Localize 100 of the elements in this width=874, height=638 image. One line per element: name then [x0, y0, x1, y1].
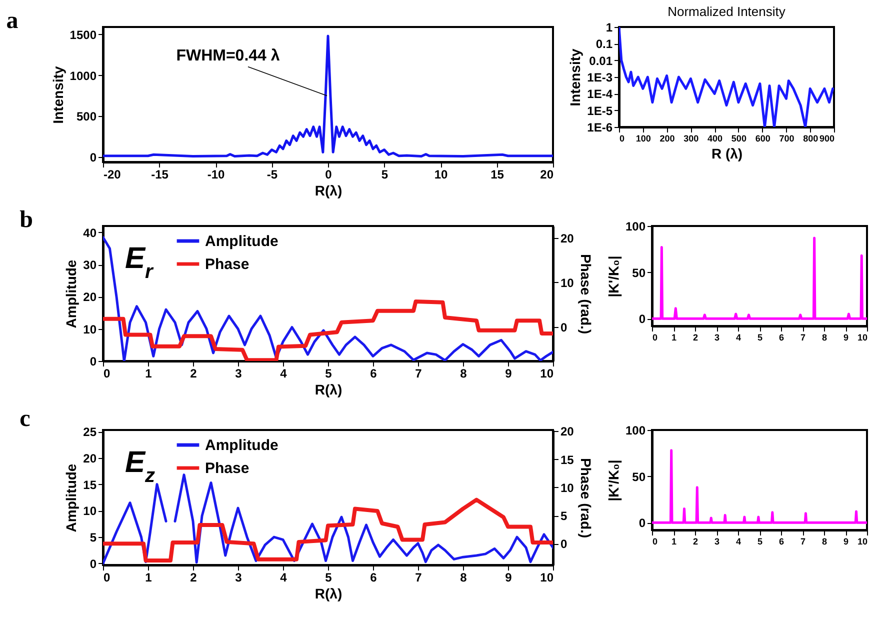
x-tick-label: 300	[684, 134, 699, 144]
line-series	[652, 449, 867, 524]
y-tick-label: 1E-3	[587, 70, 613, 84]
x-tick-label: 6	[778, 536, 784, 546]
x-tick-label: 2	[190, 366, 198, 380]
x-tick-label: 6	[370, 570, 378, 584]
x-tick-label: -10	[207, 168, 225, 182]
y-tick-label: 20	[83, 290, 97, 304]
chart-title: a	[6, 8, 18, 34]
x-tick-label: -15	[151, 168, 169, 182]
y-tick-label: 1E-4	[587, 87, 613, 102]
x-tick-label: 3	[235, 366, 242, 380]
y-tick-label: 30	[83, 258, 97, 272]
x-tick-label: 1	[145, 570, 152, 584]
x-tick-label: 2	[190, 570, 198, 584]
y-axis-title: |K'/K₀|	[605, 460, 622, 502]
x-tick-label: 700	[779, 134, 794, 144]
x-tick-label: 9	[505, 366, 512, 380]
x-tick-label: 5	[757, 332, 763, 342]
x-tick-label: 0	[325, 168, 332, 182]
y-tick-label: 0	[638, 312, 646, 326]
x-tick-label: 6	[778, 332, 784, 342]
x-tick-label: 7	[415, 570, 422, 584]
x-tick-label: 6	[370, 366, 378, 380]
x-tick-label: 10	[540, 570, 554, 584]
x-tick-label: -20	[104, 168, 122, 182]
x-tick-label: 0	[104, 366, 110, 380]
y-tick-label: 0	[90, 354, 97, 368]
x-tick-label: 900	[819, 134, 834, 144]
x-tick-label: 5	[325, 570, 332, 584]
y-axis-title: Intensity	[567, 48, 584, 106]
x-tick-label: 4	[736, 332, 742, 342]
y-tick-label: 20	[83, 451, 97, 466]
annotation: FWHM=0.44 λ	[176, 48, 280, 65]
x-tick-label: 4	[280, 366, 288, 380]
y-tick-label: 10	[83, 504, 97, 518]
x-tick-label: 10	[434, 168, 448, 182]
y-tick-label: 25	[83, 425, 97, 440]
line-series	[103, 498, 553, 562]
x-tick-label: 7	[415, 366, 422, 380]
x-tick-label: 3	[235, 570, 242, 584]
x-tick-label: 4	[736, 536, 742, 546]
x-tick-label: 10	[540, 366, 554, 380]
y-tick-label: 500	[76, 110, 97, 124]
y-axis-title: Intensity	[50, 66, 66, 124]
x-tick-label: 8	[460, 366, 468, 380]
y-axis-title: Amplitude	[63, 464, 80, 532]
y-tick-label: 100	[625, 220, 646, 234]
x-tick-label: 10	[857, 536, 868, 546]
y-tick-label: 0	[90, 556, 97, 571]
x-tick-label: 10	[857, 332, 868, 342]
x-tick-label: 500	[731, 134, 746, 144]
x-tick-label: -5	[266, 168, 278, 182]
chart-title: b	[20, 207, 34, 233]
x-tick-label: 5	[381, 168, 388, 182]
x-tick-label: 8	[822, 332, 828, 342]
y2-tick-label: 5	[560, 509, 568, 523]
line-series	[103, 34, 553, 158]
y-tick-label: 0.01	[589, 54, 613, 68]
x-tick-label: 9	[843, 536, 849, 546]
x-tick-label: 1	[145, 366, 152, 380]
x-tick-label: 5	[325, 366, 332, 380]
y2-tick-label: 20	[560, 231, 574, 246]
x-tick-label: 15	[490, 168, 504, 182]
y2-tick-label: 10	[560, 276, 574, 290]
x-tick-label: 3	[714, 332, 720, 342]
y-tick-label: 1E-6	[587, 120, 613, 134]
y-tick-label: 40	[83, 226, 97, 240]
x-axis-title: R(λ)	[314, 586, 342, 602]
x-tick-label: 2	[692, 332, 698, 342]
legend-label: Phase	[205, 256, 250, 273]
x-tick-label: 4	[280, 570, 288, 584]
chart-title: Normalized Intensity	[668, 4, 786, 19]
x-tick-label: 400	[708, 134, 723, 144]
x-tick-label: 800	[803, 134, 818, 144]
legend-label: Phase	[205, 460, 250, 477]
y2-axis-title: Phase (rad.)	[578, 458, 594, 538]
y2-axis-title: Phase (rad.)	[578, 254, 594, 334]
legend-label: Amplitude	[205, 437, 278, 454]
y-tick-label: 0	[90, 150, 97, 165]
x-axis-title: R(λ)	[314, 182, 342, 198]
x-tick-label: 3	[714, 536, 720, 546]
x-tick-label: 20	[540, 168, 554, 182]
x-tick-label: 5	[757, 536, 763, 546]
legend-label: Amplitude	[205, 233, 278, 250]
x-tick-label: 0	[104, 570, 110, 584]
y2-tick-label: 15	[560, 452, 574, 467]
y-tick-label: 0	[638, 516, 646, 530]
x-axis-title: R(λ)	[314, 382, 342, 398]
x-tick-label: 9	[843, 332, 849, 342]
x-tick-label: 600	[755, 134, 770, 144]
y-tick-label: 1000	[70, 68, 97, 83]
x-tick-label: 8	[822, 536, 828, 546]
x-tick-label: 2	[692, 536, 698, 546]
x-tick-label: 1	[671, 332, 677, 342]
chart-title: c	[20, 406, 31, 432]
x-tick-label: 1	[671, 536, 677, 546]
y2-tick-label: 10	[560, 480, 574, 495]
y-axis-title: Amplitude	[63, 260, 80, 328]
x-tick-label: 7	[800, 332, 806, 342]
